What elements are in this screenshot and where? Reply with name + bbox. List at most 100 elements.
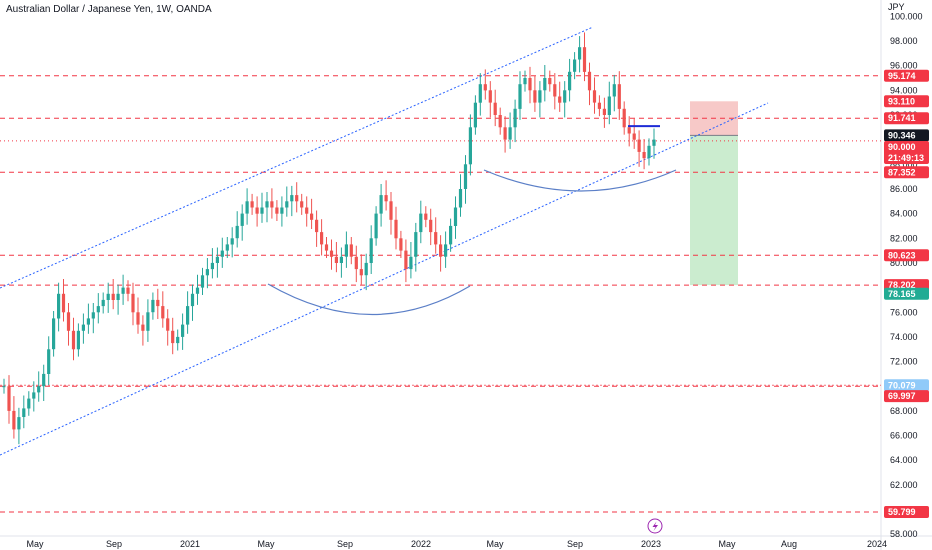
candle-body: [146, 312, 150, 331]
x-tick-label: May: [486, 539, 504, 549]
candle-body: [384, 195, 388, 202]
price-tag-text: 70.079: [888, 380, 916, 390]
y-tick-label: 76.000: [890, 307, 918, 317]
candle-body: [91, 312, 95, 319]
candle-body: [156, 299, 160, 307]
candle-body: [37, 386, 41, 393]
price-tag-text: 78.165: [888, 289, 916, 299]
candle-body: [538, 90, 542, 103]
x-tick-label: May: [26, 539, 44, 549]
rounding-bottom-curve: [267, 283, 471, 316]
candlesticks: [2, 32, 656, 445]
candle-body: [533, 90, 537, 103]
price-tag-bg: [884, 95, 929, 108]
candle-body: [558, 96, 562, 103]
horizontal-levels[interactable]: [0, 75, 881, 513]
candle-body: [389, 201, 393, 220]
candle-body: [47, 349, 51, 374]
price-tag-bg: [884, 141, 929, 164]
candle-body: [324, 244, 329, 251]
candle-body: [111, 293, 115, 300]
candle-body: [300, 201, 304, 208]
price-labels: 95.17493.11091.74190.34690.00021:49:1387…: [884, 69, 929, 518]
y-tick-label: 98.000: [890, 36, 918, 46]
candle-body: [617, 84, 621, 109]
candle-body: [419, 213, 423, 233]
candle-body: [652, 139, 656, 146]
candle-body: [57, 293, 61, 319]
candle-body: [449, 225, 453, 245]
price-axis[interactable]: JPY 58.00060.00062.00064.00066.00068.000…: [888, 2, 923, 539]
candle-body: [96, 306, 100, 313]
candle-body: [632, 133, 636, 140]
candle-body: [166, 318, 170, 331]
price-tag-bg: [884, 112, 929, 125]
candle-body: [255, 207, 259, 214]
price-tag: 69.997: [884, 390, 929, 403]
candle-body: [151, 299, 155, 313]
price-tag-text: 91.741: [888, 113, 916, 123]
candle-body: [364, 262, 368, 276]
flash-icon[interactable]: [647, 518, 663, 534]
candle-body: [424, 213, 428, 220]
channel-lower: [0, 102, 769, 456]
y-tick-label: 94.000: [890, 85, 918, 95]
candle-body: [587, 71, 592, 91]
price-channel[interactable]: [0, 26, 769, 456]
price-tag-bg: [884, 379, 929, 392]
risk-reward-zones[interactable]: [690, 101, 738, 286]
rounding-curves[interactable]: [267, 125, 677, 316]
candle-body: [200, 275, 205, 288]
candle-body: [414, 232, 418, 257]
candle-body: [374, 213, 378, 239]
x-tick-label: 2021: [180, 539, 200, 549]
candle-body: [186, 306, 190, 325]
candle-body: [334, 256, 338, 263]
y-tick-label: 58.000: [890, 529, 918, 539]
reward-zone: [690, 135, 738, 286]
candle-body: [280, 207, 284, 214]
candle-body: [528, 78, 532, 91]
candle-body: [52, 318, 56, 350]
candle-body: [126, 287, 130, 294]
candle-body: [493, 102, 497, 115]
candle-body: [12, 410, 16, 430]
y-tick-label: 68.000: [890, 406, 918, 416]
time-axis[interactable]: May Sep 2021 May Sep 2022 May Sep 2023 May Aug 2024: [26, 539, 887, 549]
candle-body: [498, 115, 502, 128]
candle-body: [295, 195, 299, 202]
x-tick-label: Sep: [337, 539, 353, 549]
rounding-bottom-curve: [483, 169, 677, 192]
candle-body: [578, 47, 582, 60]
candle-body: [439, 244, 443, 257]
candle-body: [225, 244, 229, 251]
candle-body: [607, 96, 611, 115]
x-tick-label: 2024: [867, 539, 887, 549]
price-tag: 95.174: [884, 69, 929, 82]
y-tick-label: 66.000: [890, 431, 918, 441]
y-tick-label: 74.000: [890, 332, 918, 342]
price-tag: 87.352: [884, 166, 929, 179]
candle-body: [230, 238, 234, 245]
price-tag-bg: [884, 249, 929, 262]
candle-body: [76, 330, 80, 350]
candle-body: [468, 127, 472, 165]
x-tick-label: May: [257, 539, 275, 549]
candle-body: [250, 201, 254, 208]
price-tag-bg: [884, 506, 929, 518]
candle-body: [488, 90, 492, 103]
candle-body: [463, 164, 468, 189]
candle-body: [568, 71, 572, 91]
y-tick-label: 96.000: [890, 61, 918, 71]
candle-body: [245, 201, 249, 214]
candle-body: [329, 250, 334, 257]
candle-body: [265, 201, 269, 208]
candle-body: [503, 127, 507, 140]
candle-body: [320, 232, 324, 245]
candle-body: [582, 47, 587, 72]
price-tag-text: 80.623: [888, 250, 916, 260]
candle-body: [86, 318, 90, 325]
y-tick-label: 100.000: [890, 11, 923, 21]
candle-body: [642, 152, 646, 159]
